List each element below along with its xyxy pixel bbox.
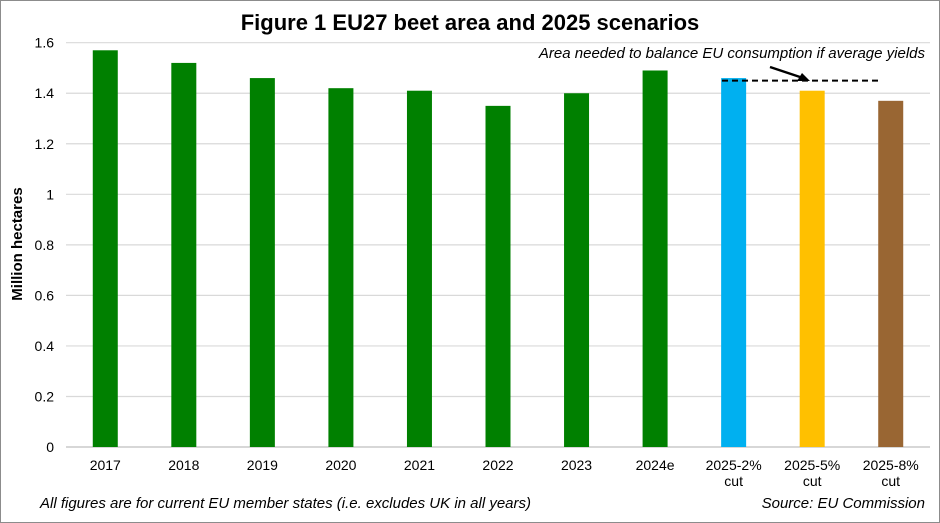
- x-tick-label: 2020: [325, 457, 356, 473]
- x-tick-label: cut: [881, 473, 900, 489]
- arrow-head-icon: [797, 73, 810, 81]
- x-tick-label: 2025-5%: [784, 457, 840, 473]
- bar: [92, 50, 118, 447]
- x-tick-label: 2025-8%: [863, 457, 919, 473]
- reference-annotation: Area needed to balance EU consumption if…: [538, 45, 926, 62]
- footnote: All figures are for current EU member st…: [39, 495, 531, 512]
- y-tick-label: 1.4: [35, 85, 55, 101]
- bar: [721, 78, 747, 448]
- x-tick-label: 2017: [90, 457, 121, 473]
- y-tick-label: 1.2: [35, 136, 55, 152]
- y-tick-label: 0.6: [35, 287, 55, 303]
- y-axis-label: Million hectares: [9, 187, 26, 300]
- x-tick-label: 2023: [561, 457, 592, 473]
- x-tick-label: 2021: [404, 457, 435, 473]
- x-tick-label: 2024e: [636, 457, 675, 473]
- bar: [799, 90, 825, 447]
- bar: [564, 93, 590, 448]
- y-tick-label: 0.4: [35, 338, 55, 354]
- x-tick-label: 2018: [168, 457, 199, 473]
- y-tick-label: 1: [46, 186, 54, 202]
- annotation-arrow: [769, 65, 804, 80]
- x-tick-label: 2022: [482, 457, 513, 473]
- x-tick-label: 2019: [247, 457, 278, 473]
- x-tick-label: cut: [724, 473, 743, 489]
- x-tick-label: 2025-2%: [706, 457, 762, 473]
- x-tick-label: cut: [803, 473, 822, 489]
- bar: [642, 70, 668, 447]
- bar: [249, 78, 275, 448]
- bar: [171, 62, 197, 447]
- y-tick-label: 0.8: [35, 237, 55, 253]
- y-tick-label: 0.2: [35, 388, 55, 404]
- bar: [485, 105, 511, 447]
- bar: [878, 100, 904, 448]
- y-tick-label: 0: [46, 439, 54, 455]
- source-note: Source: EU Commission: [762, 495, 925, 512]
- chart-title: Figure 1 EU27 beet area and 2025 scenari…: [241, 10, 700, 35]
- bar: [406, 90, 432, 447]
- y-tick-label: 1.6: [35, 35, 55, 51]
- bar: [328, 88, 354, 447]
